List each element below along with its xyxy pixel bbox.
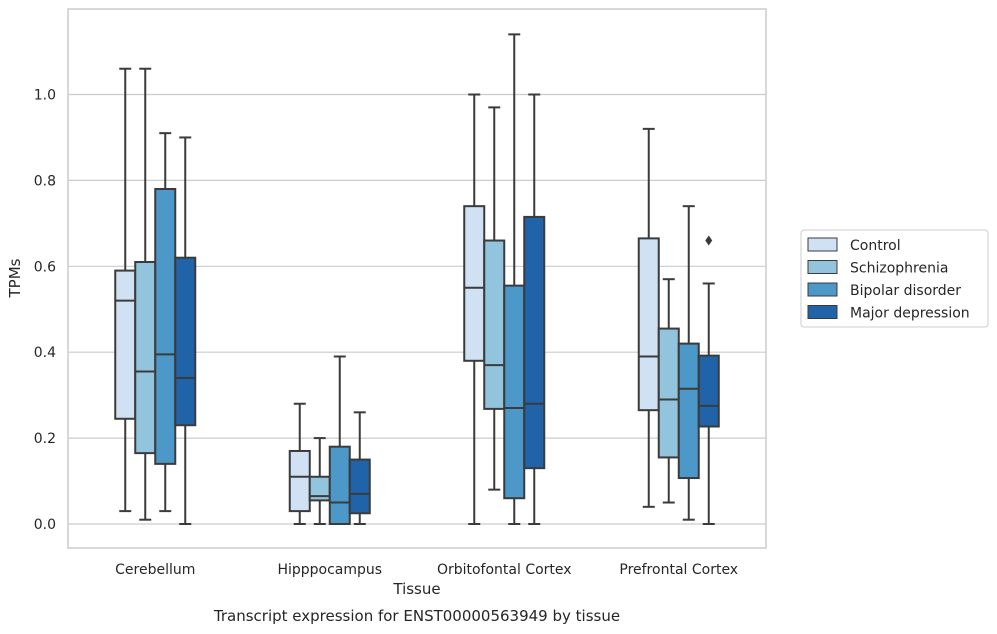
- legend-label: Schizophrenia: [850, 261, 948, 277]
- chart-caption: Transcript expression for ENST0000056394…: [213, 607, 620, 625]
- legend-frame: [800, 229, 989, 328]
- legend-label: Control: [850, 238, 901, 254]
- box-iqr: [697, 354, 720, 428]
- x-tick-label: Orbitofontal Cortex: [437, 562, 572, 578]
- box-schizophrenia: [308, 437, 331, 525]
- box-iqr: [134, 261, 157, 455]
- box-iqr: [657, 327, 680, 459]
- box-iqr: [677, 342, 700, 480]
- x-axis-label: Tissue: [392, 580, 440, 598]
- box-bipolar-disorder: [503, 33, 526, 525]
- box-iqr: [348, 458, 371, 515]
- box-major-depression: [523, 93, 546, 525]
- y-tick-label: 0.2: [34, 431, 56, 447]
- x-tick-label: Prefrontal Cortex: [619, 562, 738, 578]
- legend-label: Bipolar disorder: [850, 283, 961, 299]
- y-tick-label: 0.6: [34, 259, 56, 275]
- box-iqr: [637, 237, 660, 412]
- box-schizophrenia: [134, 67, 157, 521]
- y-tick-label: 0.4: [34, 345, 56, 361]
- y-tick-label: 1.0: [34, 88, 56, 104]
- box-control: [637, 127, 660, 508]
- box-major-depression: [174, 136, 197, 525]
- legend: Control Schizophrenia Bipolar disorder Majo…: [800, 229, 989, 328]
- plot-boxes: [114, 33, 720, 525]
- x-tick-label: Hipppocampus: [277, 562, 382, 578]
- box-major-depression: [697, 235, 720, 525]
- outlier-point: [705, 235, 713, 246]
- legend-swatch: [807, 282, 838, 297]
- y-tick-labels: 0.0 0.2 0.4 0.6 0.8 1.0: [34, 88, 56, 534]
- box-control: [288, 402, 311, 525]
- y-tick-label: 0.8: [34, 173, 56, 189]
- box-iqr: [523, 215, 546, 470]
- x-tick-labels: Cerebellum Hipppocampus Orbitofontal Corte…: [115, 562, 738, 578]
- legend-swatch: [807, 305, 838, 319]
- box-iqr: [463, 205, 486, 362]
- box-iqr: [503, 284, 526, 500]
- box-iqr: [174, 256, 197, 427]
- box-control: [114, 67, 137, 513]
- box-bipolar-disorder: [677, 205, 700, 521]
- box-iqr: [328, 445, 351, 525]
- box-iqr: [483, 239, 506, 410]
- box-iqr: [288, 449, 311, 513]
- box-iqr: [154, 187, 177, 465]
- box-control: [463, 93, 486, 525]
- legend-swatch: [807, 237, 838, 252]
- plot-frame: [67, 8, 767, 549]
- box-bipolar-disorder: [328, 355, 351, 525]
- box-schizophrenia: [657, 278, 680, 504]
- legend-swatch: [807, 260, 838, 274]
- box-schizophrenia: [483, 106, 506, 491]
- y-axis-label: TPMs: [6, 258, 24, 298]
- box-iqr: [114, 269, 137, 420]
- box-major-depression: [348, 411, 371, 525]
- y-tick-label: 0.0: [34, 517, 56, 533]
- box-bipolar-disorder: [154, 132, 177, 513]
- legend-label: Major depression: [850, 306, 970, 322]
- x-tick-label: Cerebellum: [115, 562, 195, 578]
